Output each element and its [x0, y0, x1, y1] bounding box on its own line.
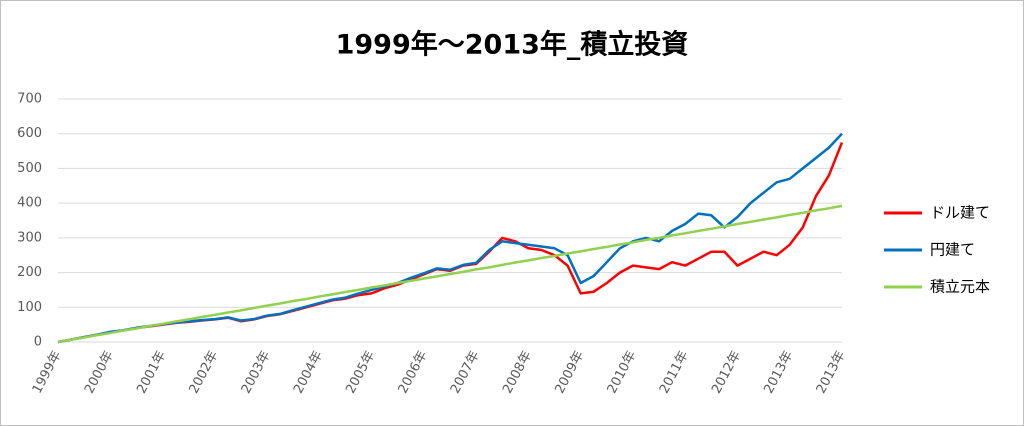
series-line: [57, 204, 843, 344]
legend-label: 積立元本: [930, 278, 990, 296]
chart-title: 1999年～2013年_積立投資: [336, 29, 689, 61]
y-tick-label: 200: [17, 265, 42, 280]
legend-label: ドル建て: [930, 204, 990, 222]
y-tick-label: 100: [17, 300, 42, 315]
y-tick-label: 400: [17, 196, 42, 211]
y-tick-label: 500: [17, 161, 42, 176]
y-tick-label: 700: [17, 92, 42, 107]
y-tick-label: 300: [17, 230, 42, 245]
y-tick-label: 0: [34, 335, 42, 350]
y-tick-label: 600: [17, 126, 42, 141]
legend-label: 円建て: [930, 241, 975, 259]
series-line: [57, 132, 843, 344]
